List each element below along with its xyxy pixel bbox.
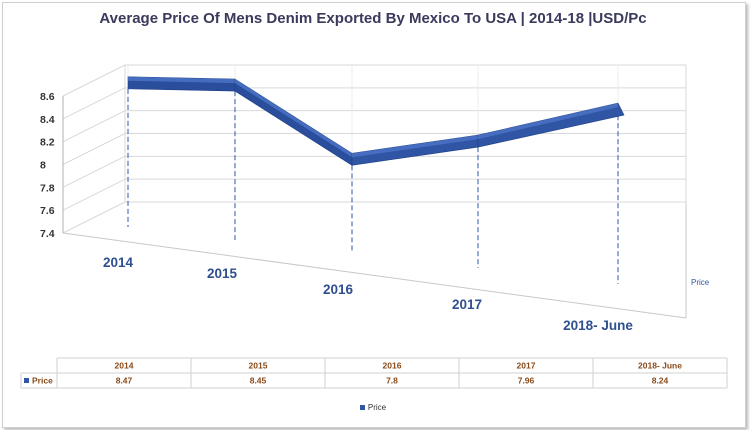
table-series-name: Price [32,376,53,386]
price-ribbon [127,76,625,166]
ribbon-segment [477,102,625,148]
table-value-cell: 8.24 [652,376,669,386]
x-tick-label: 2014 [103,255,134,270]
x-tick-label: 2015 [207,266,238,281]
side-gridline [62,155,126,188]
side-gridline [62,87,126,120]
chart-title: Average Price Of Mens Denim Exported By … [99,10,647,27]
y-tick-label: 8.4 [40,114,55,126]
side-gridline [62,110,126,143]
legend-swatch [359,405,365,411]
side-gridline [62,178,126,211]
ribbon-highlight [128,76,235,84]
ribbon-highlight [235,79,352,158]
y-axis-ticks: 8.6 8.4 8.2 8 7.8 7.6 7.4 [40,91,55,240]
legend-label: Price [367,403,387,412]
table-header-cell: 2017 [517,361,536,371]
x-tick-label: 2018- June [563,318,633,333]
side-gridline [62,133,126,165]
y-tick-label: 8.2 [40,137,55,149]
table-header-cell: 2015 [249,361,268,371]
x-axis-ticks: 2014 2015 2016 2017 2018- June [103,255,633,333]
chart-grid [62,64,687,319]
table-value-cell: 7.96 [518,376,535,386]
y-tick-label: 8 [40,160,46,172]
table-legend-key [24,378,29,383]
table-header-cell: 2014 [115,361,134,371]
table-value-cell: 8.45 [250,376,267,386]
data-table: 2014 2015 2016 2017 2018- June Price 8.47 8.45 7… [20,357,728,389]
y-tick-label: 8.6 [40,91,55,103]
depth-axis-label: Price [691,278,710,287]
side-gridline [62,201,126,234]
floor-front-edge [62,232,687,319]
side-gridline [62,64,126,97]
table-value-cell: 7.8 [386,376,398,386]
table-header-cell: 2016 [383,361,402,371]
ribbon-highlight [352,135,478,158]
y-tick-label: 7.6 [40,205,55,217]
x-tick-label: 2017 [452,297,482,312]
table-header-cell: 2018- June [638,361,682,371]
y-tick-label: 7.4 [40,228,55,240]
y-tick-label: 7.8 [40,182,55,194]
drop-lines [127,88,619,284]
ribbon-highlight [478,103,618,140]
legend: Price [0,403,746,412]
table-value-cell: 8.47 [116,376,133,386]
x-tick-label: 2016 [323,282,354,297]
